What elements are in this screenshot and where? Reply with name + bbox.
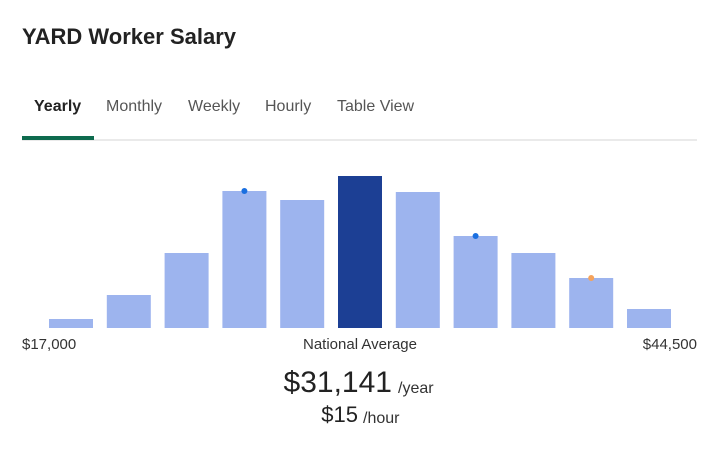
active-tab-underline [22, 136, 94, 140]
bar [106, 295, 151, 328]
bar [222, 191, 267, 328]
tab[interactable]: Monthly [106, 98, 162, 115]
hourly-unit: /hour [363, 410, 400, 427]
tab[interactable]: Table View [337, 98, 415, 115]
tab-bar: Yearly Monthly Weekly Hourly Table View [34, 98, 415, 115]
histogram [49, 176, 671, 328]
marker-dot [588, 275, 595, 281]
center-label: National Average [303, 336, 417, 353]
yearly-salary: $31,141 [284, 366, 392, 399]
title: YARD Worker Salary [22, 24, 237, 49]
bar [627, 309, 671, 328]
max-label: $44,500 [643, 336, 697, 353]
bar [453, 236, 498, 328]
tab[interactable]: Yearly [34, 98, 81, 115]
bar [569, 278, 614, 328]
bar [49, 319, 93, 328]
bar [280, 200, 325, 328]
min-label: $17,000 [22, 336, 76, 353]
bar [395, 192, 440, 328]
bar [338, 176, 382, 328]
tab[interactable]: Hourly [265, 98, 311, 115]
bar [164, 253, 209, 328]
bar [511, 253, 556, 328]
marker-dot [472, 233, 479, 239]
yearly-unit: /year [398, 380, 434, 397]
hourly-salary: $15 [321, 402, 358, 427]
marker-dot [241, 188, 248, 194]
tab[interactable]: Weekly [188, 98, 240, 115]
